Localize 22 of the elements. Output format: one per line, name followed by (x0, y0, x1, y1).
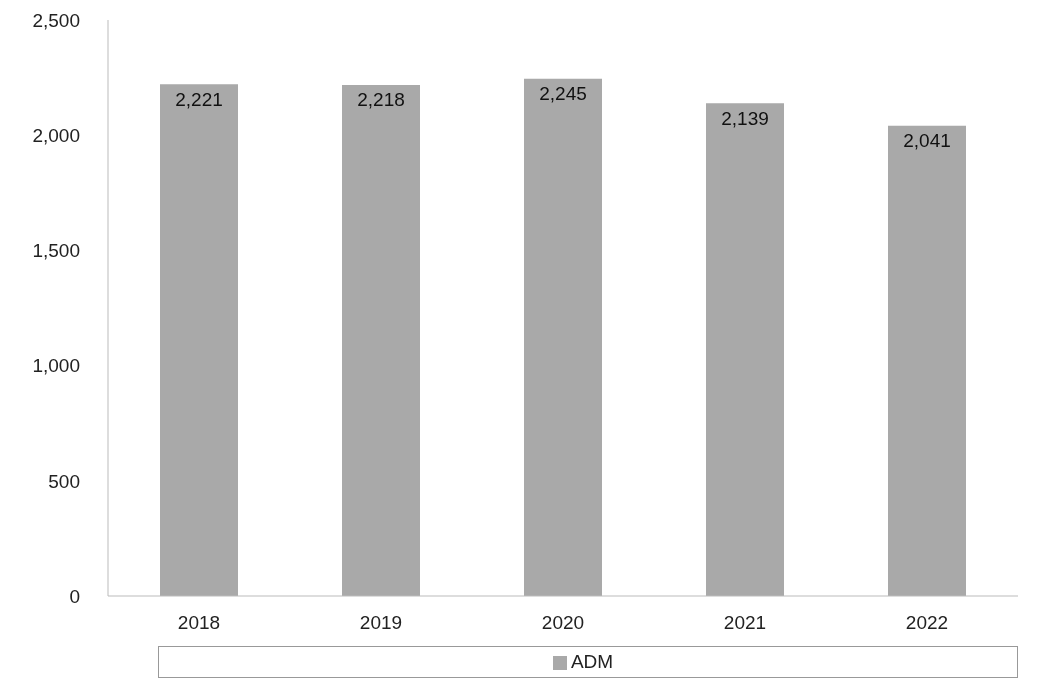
x-tick-label: 2022 (905, 612, 949, 634)
bar (524, 78, 602, 596)
x-tick-label: 2020 (541, 612, 585, 634)
bar (888, 125, 966, 596)
legend-label: ADM (570, 651, 614, 672)
y-tick-label: 2,000 (32, 124, 80, 146)
x-tick-label: 2019 (359, 612, 403, 634)
data-label: 2,139 (721, 107, 769, 129)
x-tick-label: 2021 (723, 612, 767, 634)
data-label: 2,245 (539, 83, 587, 105)
data-label: 2,221 (175, 88, 223, 110)
bar (706, 103, 784, 596)
y-tick-label: 1,500 (32, 240, 80, 262)
bar (160, 84, 238, 596)
y-tick-label: 1,000 (32, 355, 80, 377)
bar (342, 84, 420, 596)
y-tick-label: 0 (69, 585, 80, 607)
x-tick-label: 2018 (177, 612, 221, 634)
y-tick-label: 2,500 (32, 9, 80, 31)
data-label: 2,041 (903, 130, 951, 152)
data-label: 2,218 (357, 89, 405, 111)
y-tick-label: 500 (48, 470, 80, 492)
